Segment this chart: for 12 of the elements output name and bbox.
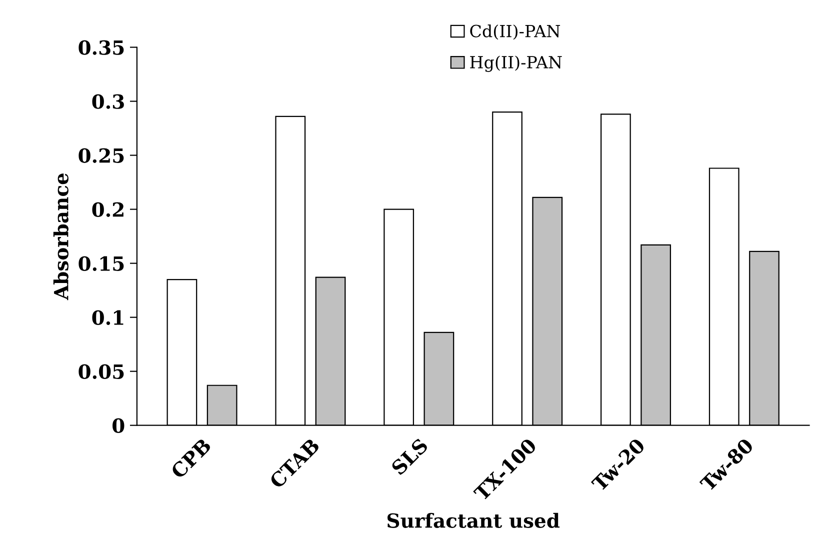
y-tick-label: 0.3 — [92, 94, 124, 109]
x-axis-title: Surfactant used — [388, 512, 560, 528]
y-axis-title: Absorbance — [53, 173, 68, 300]
y-tick-label: 0.35 — [78, 40, 124, 55]
y-tick-label: 0.2 — [92, 202, 124, 217]
y-tick-label: 0 — [112, 418, 124, 434]
y-tick-label: 0.1 — [92, 310, 124, 325]
legend-label: Cd(II)-PAN — [470, 24, 560, 40]
y-tick-label: 0.15 — [78, 256, 124, 271]
y-tick-label: 0.25 — [78, 148, 124, 163]
legend-label: Hg(II)-PAN — [470, 56, 562, 72]
y-tick-label: 0.05 — [78, 364, 124, 379]
